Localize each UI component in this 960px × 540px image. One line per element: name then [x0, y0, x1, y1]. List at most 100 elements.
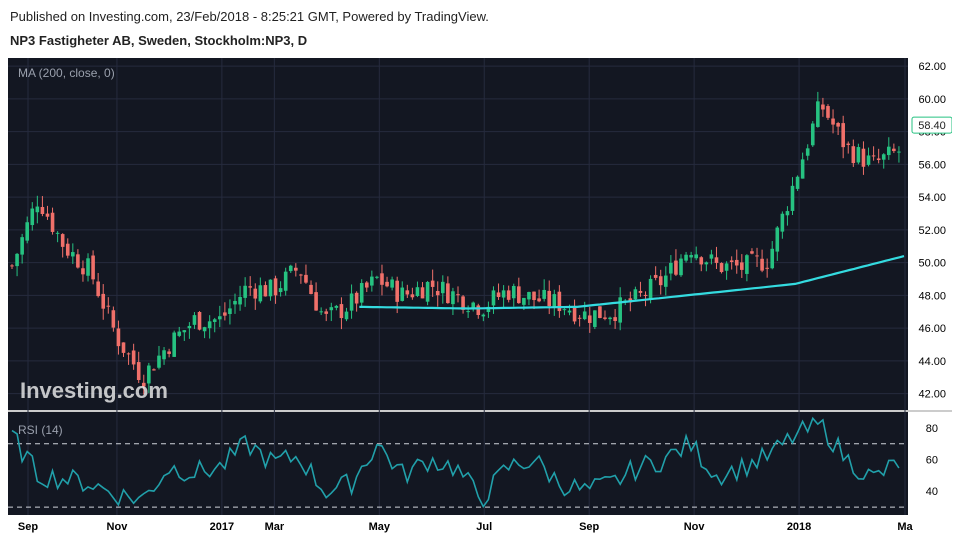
- candle-body: [162, 350, 166, 360]
- stock-chart[interactable]: 62.0060.0058.0056.0054.0052.0050.0048.00…: [8, 58, 952, 534]
- candle-body: [45, 213, 50, 217]
- candle-body: [430, 280, 435, 287]
- candlestick-series[interactable]: [10, 91, 901, 395]
- candle-body: [324, 311, 329, 314]
- rsi-tick-label: 60: [926, 455, 938, 467]
- ma-200-line[interactable]: [359, 255, 905, 310]
- candle-body: [207, 321, 212, 329]
- candle-body: [603, 317, 607, 319]
- price-tick-label: 62.00: [918, 61, 946, 73]
- candle-body: [582, 311, 587, 320]
- rsi-indicator-label: RSI (14): [18, 423, 63, 437]
- candle-body: [167, 351, 171, 354]
- last-price-box: [911, 116, 952, 134]
- candle-body: [55, 232, 60, 234]
- time-axis-label: Nov: [684, 521, 706, 533]
- candle-body: [861, 148, 866, 167]
- candle-body: [192, 315, 197, 325]
- candle-body: [719, 263, 724, 273]
- candle-body: [567, 310, 572, 313]
- candle-body: [364, 282, 369, 288]
- candle-body: [486, 306, 491, 313]
- time-axis-label: Sep: [579, 521, 599, 533]
- investing-watermark: Investing.com: [20, 378, 168, 403]
- candle-body: [359, 283, 364, 303]
- candle-body: [714, 257, 719, 263]
- candle-body: [562, 309, 567, 311]
- candle-body: [197, 312, 202, 330]
- candle-body: [319, 311, 323, 313]
- candle-body: [496, 292, 501, 297]
- candle-body: [283, 271, 288, 291]
- rsi-tick-label: 80: [926, 423, 938, 435]
- time-axis-label: May: [369, 521, 391, 533]
- price-tick-label: 60.00: [918, 94, 946, 106]
- candle-body: [273, 278, 278, 296]
- candle-body: [40, 207, 45, 214]
- time-axis: Sep Nov 2017 Mar May Jul Sep Nov 2018 Ma: [18, 521, 914, 533]
- candle-body: [481, 314, 486, 317]
- candle-body: [745, 255, 749, 274]
- candle-body: [638, 290, 643, 293]
- candle-body: [349, 293, 354, 311]
- candle-body: [734, 259, 739, 266]
- candle-body: [157, 355, 161, 368]
- candle-body: [212, 319, 217, 322]
- candle-body: [674, 260, 678, 275]
- candle-body: [329, 307, 334, 311]
- price-tick-label: 48.00: [918, 290, 946, 302]
- candle-body: [10, 265, 14, 267]
- candle-body: [65, 243, 70, 256]
- candle-body: [557, 291, 562, 312]
- candle-body: [334, 305, 339, 308]
- candle-body: [15, 253, 19, 267]
- candle-body: [897, 151, 901, 153]
- candle-body: [750, 251, 754, 254]
- candle-body: [152, 369, 156, 371]
- candle-body: [339, 304, 344, 319]
- rsi-tick-label: 40: [926, 486, 938, 498]
- time-axis-label: Sep: [18, 521, 38, 533]
- candle-body: [258, 285, 263, 302]
- candle-body: [172, 332, 176, 357]
- candle-body: [587, 315, 592, 323]
- candle-body: [886, 146, 891, 156]
- price-tick-label: 52.00: [918, 225, 946, 237]
- candle-body: [116, 328, 121, 347]
- candle-body: [709, 254, 714, 259]
- candle-body: [653, 274, 658, 278]
- candle-body: [380, 273, 384, 285]
- candle-body: [608, 317, 612, 320]
- candle-body: [91, 255, 95, 280]
- candle-body: [253, 288, 258, 299]
- price-pane-background: [8, 58, 908, 410]
- candle-body: [395, 280, 399, 302]
- candle-body: [390, 279, 394, 288]
- grid-lines: [8, 58, 908, 515]
- candle-body: [658, 276, 663, 286]
- candle-body: [704, 262, 709, 265]
- candle-body: [537, 298, 541, 302]
- candle-body: [314, 292, 318, 311]
- candle-body: [724, 263, 729, 271]
- candle-body: [506, 290, 511, 300]
- price-tick-label: 42.00: [918, 389, 946, 401]
- time-axis-label: 2018: [787, 521, 811, 533]
- candle-body: [420, 287, 425, 299]
- candle-body: [446, 283, 450, 304]
- price-tick-label: 54.00: [918, 192, 946, 204]
- candle-body: [729, 260, 734, 263]
- candle-body: [71, 252, 75, 257]
- time-axis-label: Jul: [476, 521, 492, 533]
- candle-body: [577, 317, 582, 319]
- candle-body: [547, 290, 552, 307]
- rsi-line[interactable]: [11, 416, 900, 509]
- candle-body: [760, 258, 764, 271]
- candle-body: [451, 291, 455, 305]
- candle-body: [131, 350, 136, 365]
- candle-body: [96, 281, 100, 297]
- candle-body: [25, 222, 30, 241]
- candle-body: [294, 267, 298, 271]
- candle-body: [309, 284, 313, 294]
- candle-body: [435, 290, 440, 296]
